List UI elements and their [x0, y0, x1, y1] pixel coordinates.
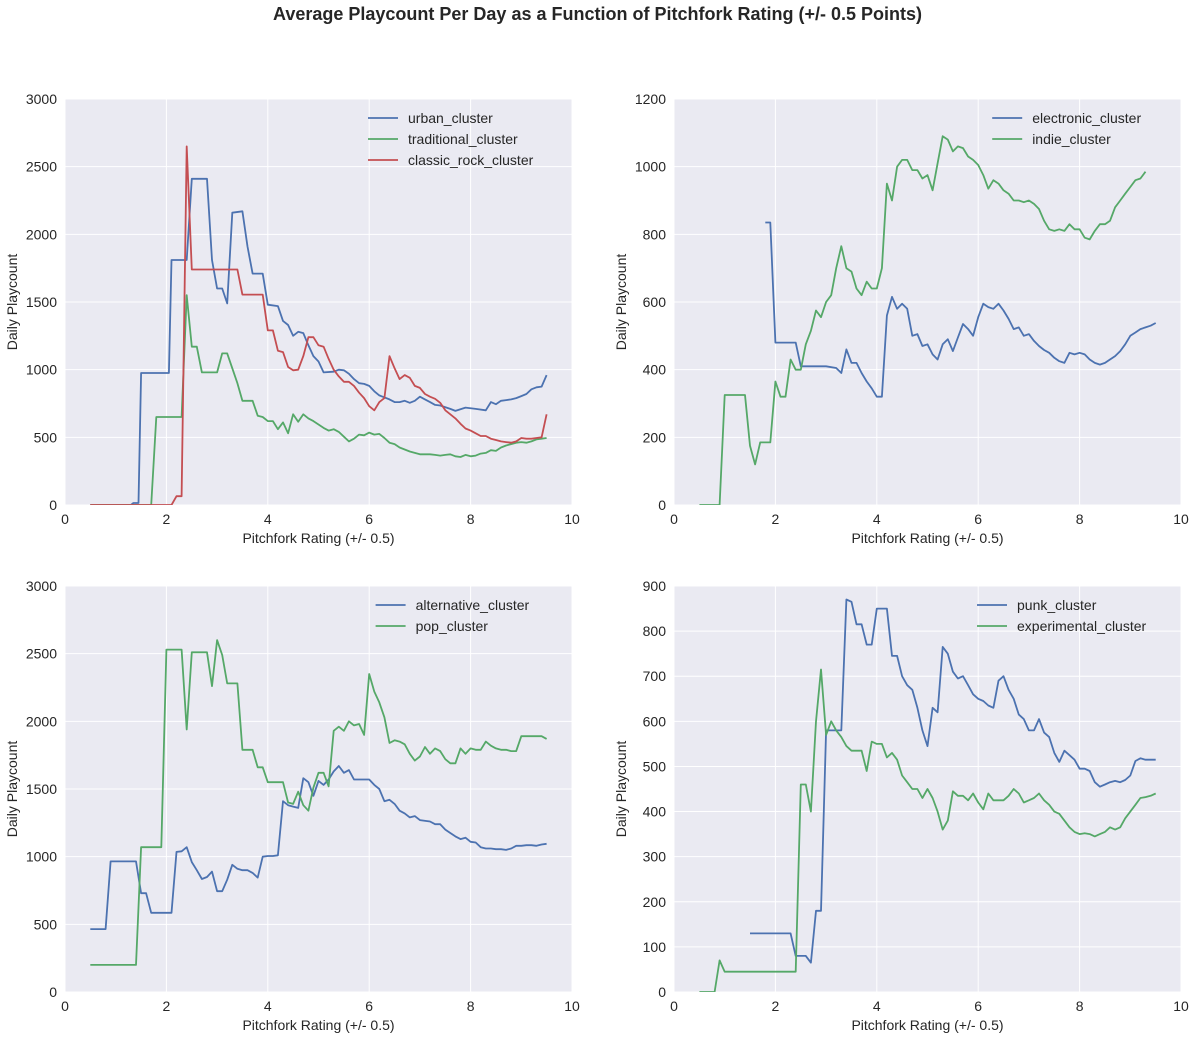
- y-tick-label: 200: [643, 429, 667, 445]
- y-tick-label: 1500: [26, 781, 57, 797]
- x-tick-label: 2: [163, 998, 171, 1014]
- y-tick-label: 1000: [635, 159, 666, 175]
- y-tick-label: 300: [643, 849, 667, 865]
- y-tick-label: 800: [643, 226, 667, 242]
- chart-panel-top-right: 0 200 400 600 800 1000 1200 0 2 4 6 8 10 Pitchfork Ra…: [613, 91, 1189, 546]
- x-tick-label: 4: [264, 998, 272, 1014]
- x-tick-label: 4: [264, 511, 272, 527]
- legend: urban_cluster traditional_cluster classic_…: [368, 110, 534, 168]
- legend-label: traditional_cluster: [408, 131, 518, 147]
- x-tick-label: 6: [365, 998, 373, 1014]
- x-tick-label: 10: [1173, 511, 1189, 527]
- legend-label: classic_rock_cluster: [408, 152, 534, 168]
- series-line-indie-cluster: [699, 135, 1147, 505]
- x-tick-label: 2: [772, 998, 780, 1014]
- x-tick-label: 0: [61, 998, 69, 1014]
- series-line-classic-rock-cluster: [90, 145, 548, 505]
- chart-panel-bottom-left: 0 500 1000 1500 2000 2500 3000 0 2 4 6 8 10 Pitchfork…: [4, 578, 580, 1033]
- y-tick-label: 600: [643, 713, 667, 729]
- series-line-alternative-cluster: [90, 765, 547, 930]
- y-tick-label: 2000: [26, 226, 57, 242]
- y-tick-label: 200: [643, 894, 667, 910]
- x-tick-label: 8: [1076, 511, 1084, 527]
- y-tick-label: 900: [643, 578, 667, 594]
- y-axis-label: Daily Playcount: [4, 741, 20, 838]
- x-tick-label: 2: [772, 511, 780, 527]
- legend: punk_cluster experimental_cluster: [977, 597, 1147, 634]
- legend-label: indie_cluster: [1032, 131, 1111, 147]
- y-tick-label: 0: [49, 984, 57, 1000]
- y-axis-label: Daily Playcount: [4, 254, 20, 351]
- x-tick-label: 8: [467, 998, 475, 1014]
- x-tick-label: 4: [873, 998, 881, 1014]
- y-tick-label: 800: [643, 623, 667, 639]
- x-tick-label: 0: [61, 511, 69, 527]
- x-tick-label: 10: [564, 998, 580, 1014]
- y-tick-label: 2000: [26, 713, 57, 729]
- y-tick-label: 0: [49, 497, 57, 513]
- y-tick-label: 3000: [26, 578, 57, 594]
- series-line-experimental-cluster: [699, 668, 1157, 992]
- series-line-electronic-cluster: [765, 221, 1157, 398]
- series-line-punk-cluster: [750, 598, 1156, 964]
- y-tick-label: 0: [658, 984, 666, 1000]
- legend-label: alternative_cluster: [416, 597, 530, 613]
- legend-label: electronic_cluster: [1032, 110, 1141, 126]
- y-axis-label: Daily Playcount: [613, 254, 629, 351]
- y-tick-label: 3000: [26, 91, 57, 107]
- figure-title: Average Playcount Per Day as a Function …: [273, 4, 922, 24]
- y-tick-label: 1200: [635, 91, 666, 107]
- x-tick-label: 0: [670, 998, 678, 1014]
- x-tick-label: 6: [974, 511, 982, 527]
- y-tick-label: 500: [34, 916, 58, 932]
- x-tick-label: 4: [873, 511, 881, 527]
- y-tick-label: 600: [643, 294, 667, 310]
- legend: alternative_cluster pop_cluster: [375, 597, 530, 634]
- chart-panel-top-left: 0 500 1000 1500 2000 2500 3000 0 2 4 6 8 10 Pitchfork…: [4, 91, 580, 546]
- x-tick-label: 10: [1173, 998, 1189, 1014]
- y-tick-label: 2500: [26, 646, 57, 662]
- y-tick-label: 400: [643, 362, 667, 378]
- legend-label: experimental_cluster: [1017, 618, 1147, 634]
- y-tick-label: 500: [643, 758, 667, 774]
- x-axis-label: Pitchfork Rating (+/- 0.5): [242, 530, 394, 546]
- legend-label: pop_cluster: [416, 618, 489, 634]
- y-tick-label: 500: [34, 429, 58, 445]
- y-tick-label: 1500: [26, 294, 57, 310]
- x-axis-label: Pitchfork Rating (+/- 0.5): [851, 1017, 1003, 1033]
- x-tick-label: 2: [163, 511, 171, 527]
- x-tick-label: 8: [1076, 998, 1084, 1014]
- x-tick-label: 10: [564, 511, 580, 527]
- legend: electronic_cluster indie_cluster: [992, 110, 1141, 147]
- x-tick-label: 8: [467, 511, 475, 527]
- series-line-pop-cluster: [90, 639, 548, 966]
- series-line-traditional-cluster: [90, 294, 547, 505]
- x-axis-label: Pitchfork Rating (+/- 0.5): [242, 1017, 394, 1033]
- y-tick-label: 1000: [26, 362, 57, 378]
- y-tick-label: 2500: [26, 159, 57, 175]
- x-tick-label: 0: [670, 511, 678, 527]
- legend-label: urban_cluster: [408, 110, 493, 126]
- y-tick-label: 700: [643, 668, 667, 684]
- chart-panel-bottom-right: 0 100 200 300 400 500 600 700 800 900 0 2 4 6 8 10 Pitch…: [613, 578, 1189, 1033]
- y-tick-label: 400: [643, 804, 667, 820]
- y-tick-label: 1000: [26, 849, 57, 865]
- y-axis-label: Daily Playcount: [613, 741, 629, 838]
- y-tick-label: 100: [643, 939, 667, 955]
- x-axis-label: Pitchfork Rating (+/- 0.5): [851, 530, 1003, 546]
- y-tick-label: 0: [658, 497, 666, 513]
- x-tick-label: 6: [365, 511, 373, 527]
- x-tick-label: 6: [974, 998, 982, 1014]
- legend-label: punk_cluster: [1017, 597, 1097, 613]
